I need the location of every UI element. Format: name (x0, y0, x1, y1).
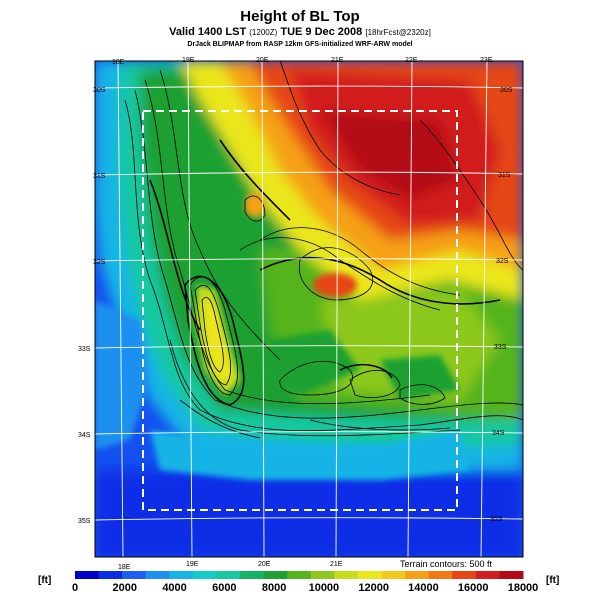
lon-label-top: 19E (182, 57, 195, 64)
lon-label-top: 18E (112, 59, 125, 66)
valid-time: Valid 1400 LST (1200Z) TUE 9 Dec 2008 [1… (0, 26, 600, 38)
colorbar-unit-left: [ft] (38, 575, 52, 586)
model-subtitle: DrJack BLIPMAP from RASP 12km GFS-initia… (187, 41, 413, 48)
lon-label-top: 22E (405, 57, 418, 64)
lat-label-right: 31S (498, 172, 511, 179)
lon-label-bottom: 21E (330, 561, 343, 568)
lon-label-top: 23E (480, 57, 493, 64)
lat-label-right: 33S (494, 344, 507, 351)
lat-label-left: 32S (93, 259, 106, 266)
lat-label-left: 30S (93, 87, 106, 94)
lon-label-top: 20E (256, 57, 269, 64)
lat-label-right: 32S (496, 258, 509, 265)
colorbar-unit-right: [ft] (546, 575, 560, 586)
valid-code: (1200Z) (249, 28, 278, 37)
lon-label-bottom: 20E (258, 561, 271, 568)
lat-label-left: 31S (93, 173, 106, 180)
lat-label-right: 35S (490, 516, 503, 523)
lat-label-left: 33S (78, 346, 91, 353)
forecast-info: [18hrFcst@2320z] (365, 28, 431, 37)
valid-date: TUE 9 Dec 2008 (280, 26, 363, 38)
lat-label-left: 34S (78, 432, 91, 439)
lat-label-right: 30S (500, 87, 513, 94)
lat-label-right: 34S (492, 430, 505, 437)
terrain-contour-note: Terrain contours: 500 ft (400, 559, 493, 569)
lat-label-left: 35S (78, 518, 91, 525)
valid-label: Valid 1400 LST (169, 26, 247, 38)
lon-label-bottom: 18E (118, 564, 131, 571)
lon-label-top: 21E (331, 57, 344, 64)
map-title: Height of BL Top (240, 8, 360, 25)
lon-label-bottom: 19E (186, 561, 199, 568)
